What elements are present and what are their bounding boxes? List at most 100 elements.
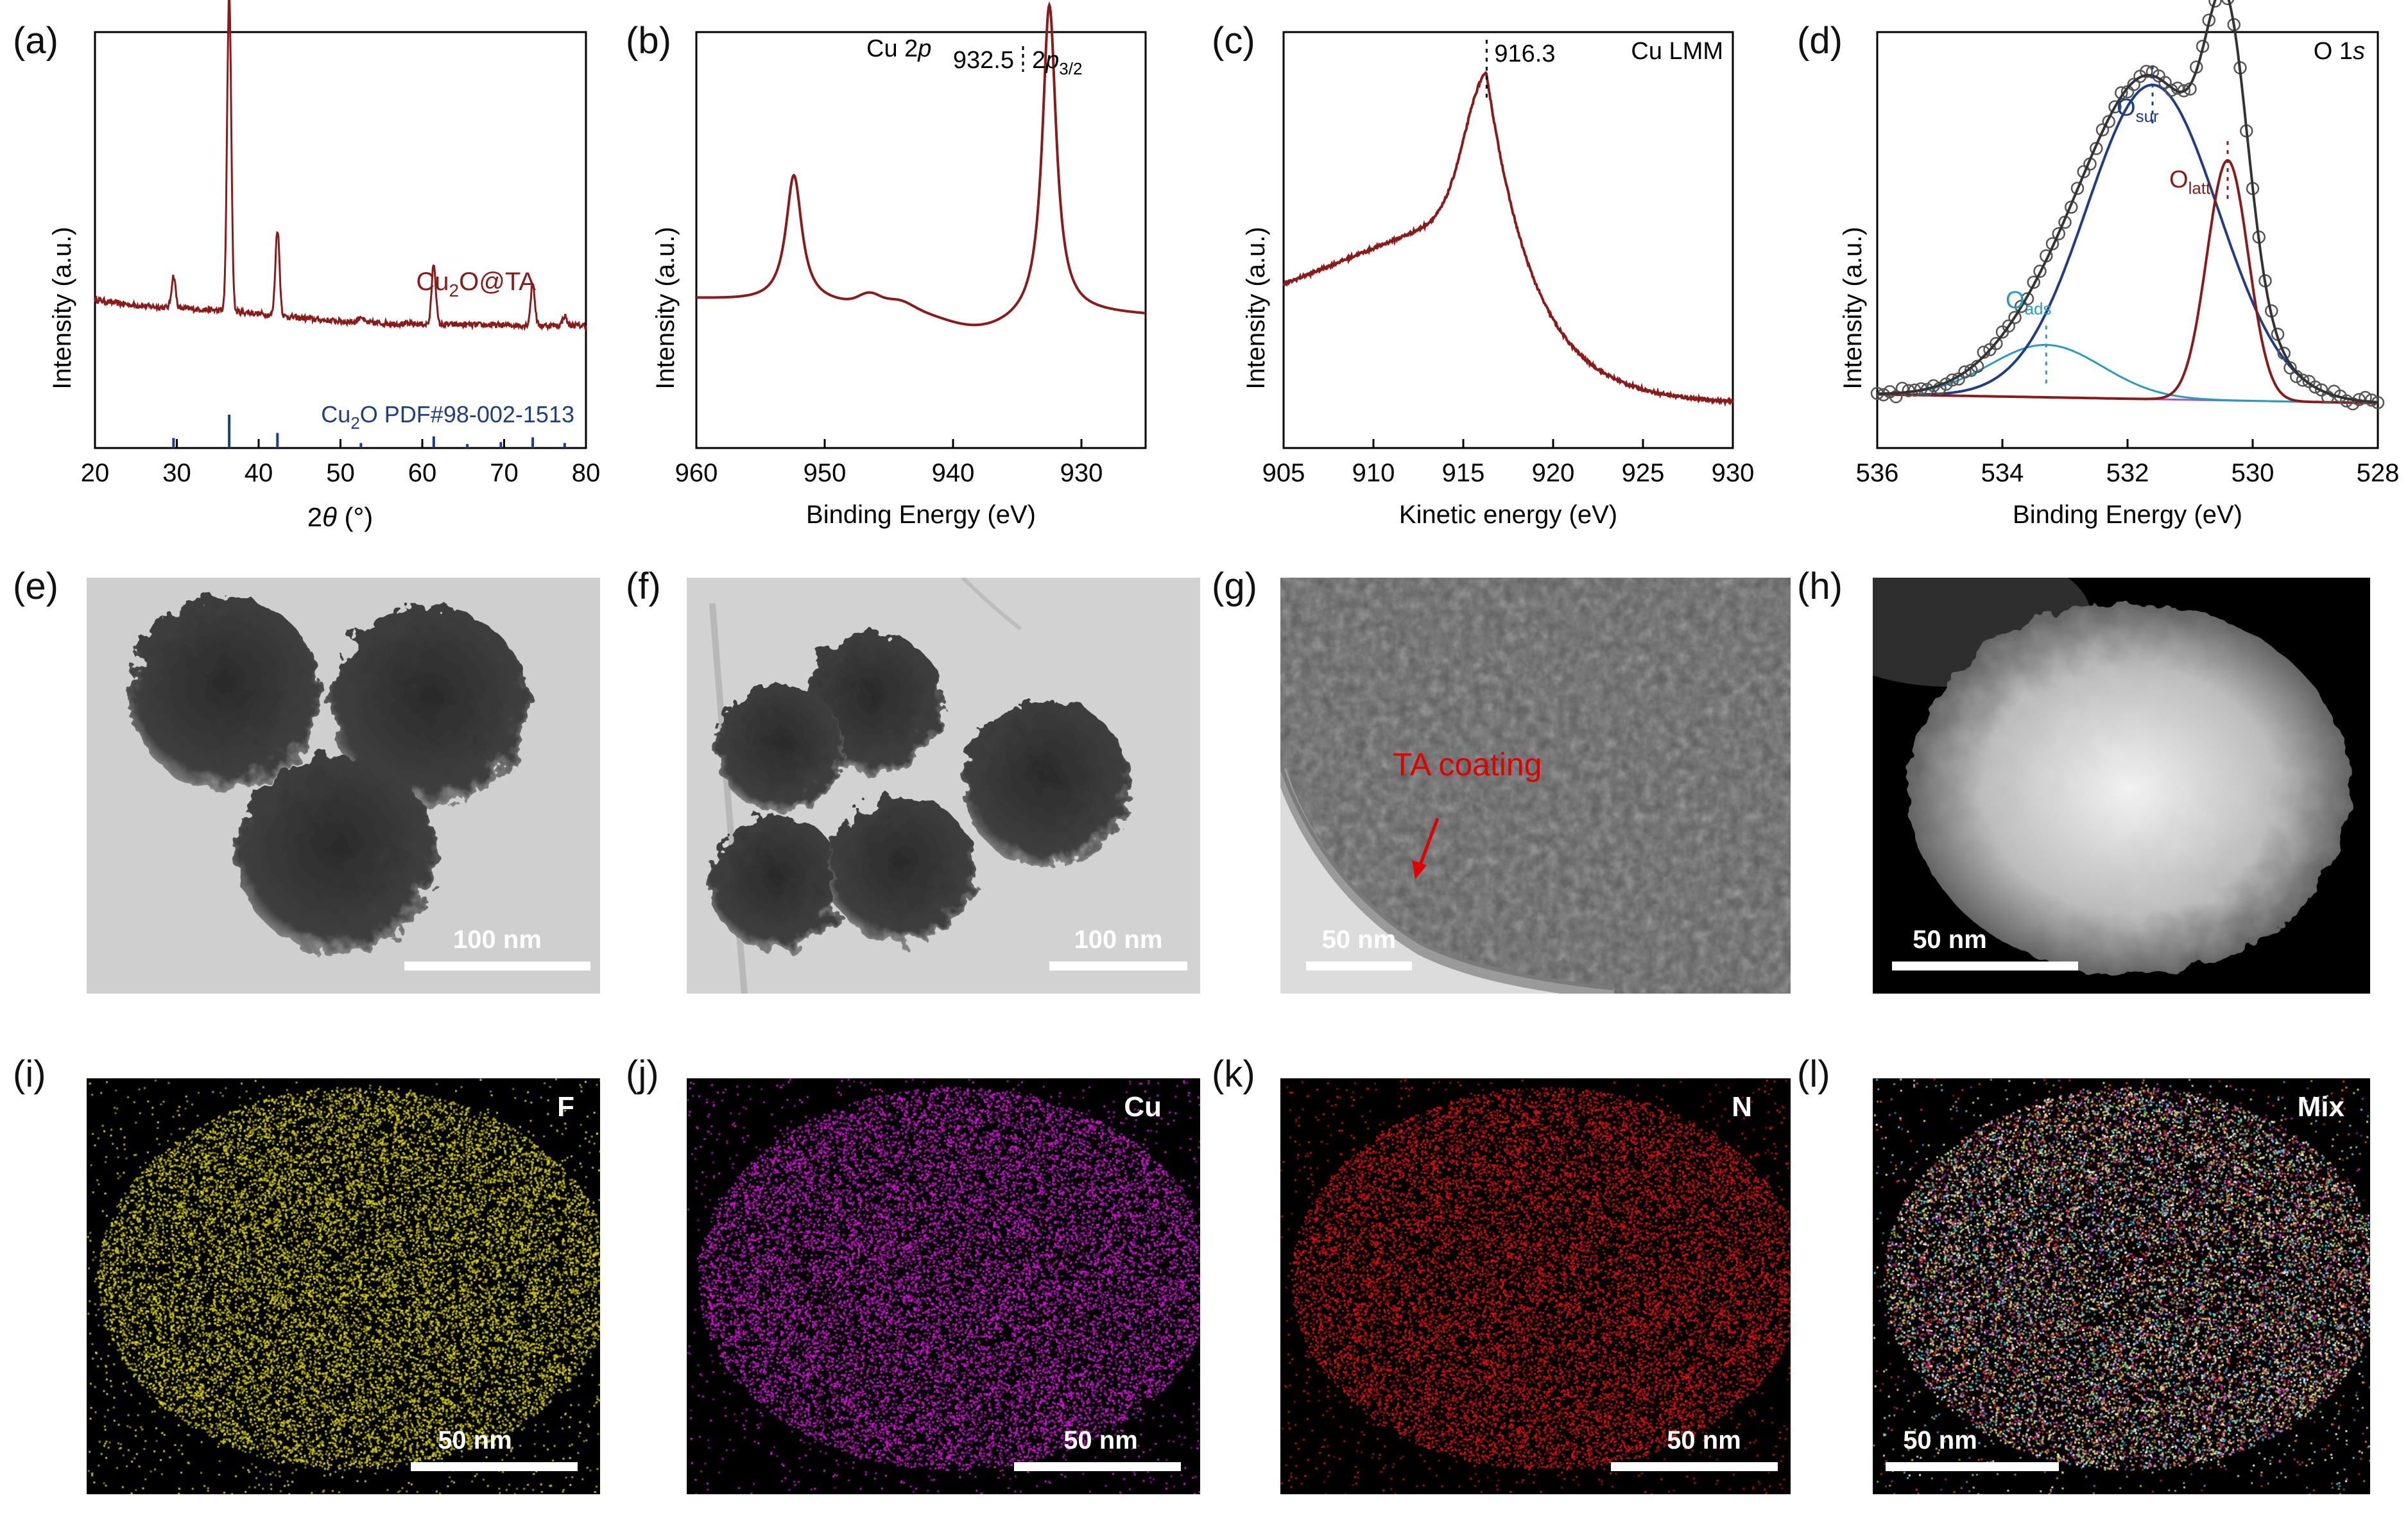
chart-d-data-point [1945,373,1959,387]
eds-map-i-element: F [557,1091,574,1123]
chart-b-frame [695,31,1147,449]
tem-image-f: 100 nm [687,578,1200,994]
scale-bar-e [404,962,590,970]
chart-b-xtick-label: 930 [1060,459,1103,487]
chart-a-xtick-label: 50 [326,459,355,487]
chart-d-data-point [2359,390,2372,404]
eds-map-k-element: N [1732,1091,1752,1123]
scale-label-g: 50 nm [1321,926,1397,954]
chart-d-data-point [2070,182,2085,195]
tem-g-annotation: TA coating [1393,746,1542,782]
tem-e-particles [128,597,529,953]
scale-bar-l [1886,1462,2059,1471]
chart-d-data-point [2108,100,2122,114]
chart-c-annotation: 916.3 [1494,40,1555,67]
scale-bar-f [1049,962,1187,970]
stem-h-particle [1873,578,2351,976]
chart-b-line [696,1,1146,327]
tem-f-particles [709,578,1130,994]
chart-d-data-point [2277,347,2291,360]
chart-d-data-point [2052,227,2065,241]
scale-label-e: 100 nm [453,926,542,954]
chart-d-data-point [2095,123,2110,137]
chart-d-xtick-label: 530 [2232,459,2275,487]
chart-b-xtick-label: 960 [675,459,718,487]
eds-map-j: Cu 50 nm [687,1078,1200,1494]
chart-d-label-ads: Oads [2006,287,2051,318]
chart-a-ylabel: Intensity (a.u.) [48,227,76,389]
chart-d-data-point [2208,0,2222,8]
chart-d-data-point [1895,381,1909,395]
panel-label-f: (f) [626,565,661,607]
scale-bar-h [1892,962,2078,970]
chart-b: Intensity (a.u.) 960 950 940 930 Cu 2p 932.… [651,1,1147,529]
chart-a-xtick-label: 80 [572,459,601,487]
chart-d-data-point [2340,394,2353,408]
chart-d-label-sur: Osur [2117,94,2159,126]
chart-b-annotation-value: 932.5 [953,47,1014,74]
chart-d-xtick-label: 536 [1856,459,1899,487]
chart-c-xtick-label: 930 [1712,459,1755,487]
eds-map-l-dots [1873,1078,2370,1494]
chart-d: Intensity (a.u.) 536 534 532 530 528 O 1s Oa… [1839,0,2400,529]
eds-map-k: N 50 nm [1280,1078,1791,1494]
chart-d-component-sur [1877,83,2378,404]
chart-d-xtick-label: 528 [2357,459,2400,487]
tem-image-g: TA coating 50 nm [1280,578,1791,994]
chart-a-series-label: Cu2O@TA [416,268,536,300]
chart-d-data-point [2027,275,2040,289]
chart-d-data-point [2309,380,2322,394]
chart-d-title: O 1s [2314,38,2365,65]
panel-label-i: (i) [13,1053,46,1095]
chart-d-data-point [1990,337,2003,350]
panel-label-h: (h) [1797,565,1843,607]
chart-a-xtick-label: 70 [490,459,519,487]
panel-label-b: (b) [626,20,671,62]
scale-label-l: 50 nm [1903,1426,1977,1454]
eds-map-j-dots [687,1078,1200,1494]
chart-d-xtick-label: 534 [1981,459,2024,487]
chart-a-frame [94,31,587,449]
chart-d-data-point [1958,365,1972,379]
chart-b-annotation: 2p3/2 [1032,47,1082,78]
scale-bar-g [1306,962,1412,970]
chart-b-title: Cu 2p [866,35,931,62]
chart-a-xtick-label: 30 [162,459,191,487]
panel-label-c: (c) [1212,20,1255,62]
chart-c-xtick-label: 910 [1352,459,1395,487]
eds-map-l: Mix 50 nm [1873,1078,2370,1494]
panel-label-a: (a) [13,20,58,62]
chart-c-xtick-label: 915 [1442,459,1485,487]
stem-image-h: 50 nm [1873,578,2370,994]
panel-label-d: (d) [1797,20,1843,62]
panel-label-g: (g) [1212,565,1257,607]
panel-label-j: (j) [626,1053,659,1095]
eds-map-k-dots [1280,1078,1791,1494]
scale-label-k: 50 nm [1667,1426,1741,1454]
chart-d-data-point [2127,78,2140,91]
scale-label-f: 100 nm [1074,926,1163,954]
chart-b-ylabel: Intensity (a.u.) [651,227,680,389]
scale-label-j: 50 nm [1063,1426,1138,1454]
chart-a-line [94,0,587,332]
chart-c-xtick-label: 920 [1532,459,1575,487]
chart-a: Intensity (a.u.) 20 30 40 50 60 70 80 Cu2O@TA … [48,0,601,532]
scale-label-i: 50 nm [438,1426,512,1454]
chart-d-label-latt: Olatt [2169,166,2211,198]
chart-c-title: Cu LMM [1631,38,1723,65]
scale-label-h: 50 nm [1913,926,1987,954]
eds-map-i: F 50 nm [87,1078,600,1494]
chart-c-xtick-label: 905 [1262,459,1305,487]
chart-a-ref-label: Cu2O PDF#98-002-1513 [321,401,574,433]
chart-c-line [1282,71,1734,408]
tem-image-e: 100 nm [87,578,600,994]
chart-d-component-latt [1877,159,2378,404]
chart-a-xtick-label: 20 [81,459,110,487]
chart-c-xtick-label: 925 [1622,459,1665,487]
chart-c-frame [1282,31,1734,449]
chart-d-data-point [2033,264,2047,278]
chart-a-xlabel: 2θ (°) [307,502,374,532]
scale-bar-i [411,1462,578,1471]
chart-a-xtick-label: 40 [245,459,273,487]
chart-c: Intensity (a.u.) 905 910 915 920 925 930 916.… [1242,31,1755,529]
